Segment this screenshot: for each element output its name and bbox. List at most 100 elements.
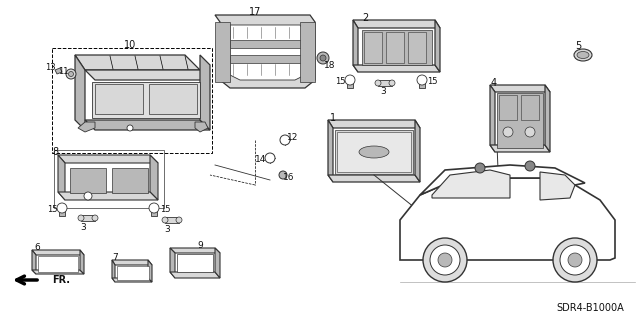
Bar bbox=[386, 32, 404, 63]
Polygon shape bbox=[490, 145, 550, 152]
Polygon shape bbox=[432, 170, 510, 198]
Circle shape bbox=[149, 203, 159, 213]
Polygon shape bbox=[353, 65, 440, 72]
Bar bbox=[364, 32, 382, 63]
Circle shape bbox=[162, 217, 168, 223]
Circle shape bbox=[525, 127, 535, 137]
Circle shape bbox=[553, 238, 597, 282]
Polygon shape bbox=[85, 70, 210, 80]
Polygon shape bbox=[32, 250, 36, 274]
Circle shape bbox=[68, 71, 74, 77]
Bar bbox=[378, 80, 392, 86]
Text: 3: 3 bbox=[164, 225, 170, 234]
Circle shape bbox=[475, 163, 485, 173]
Polygon shape bbox=[435, 20, 440, 72]
Polygon shape bbox=[545, 85, 550, 152]
Circle shape bbox=[430, 245, 460, 275]
Text: 18: 18 bbox=[324, 62, 336, 70]
Circle shape bbox=[279, 171, 287, 179]
Bar bbox=[81, 215, 95, 221]
Polygon shape bbox=[215, 248, 220, 278]
Text: 3: 3 bbox=[380, 87, 386, 97]
Circle shape bbox=[280, 135, 290, 145]
Circle shape bbox=[317, 52, 329, 64]
Polygon shape bbox=[200, 55, 210, 130]
Bar bbox=[54, 150, 164, 208]
Circle shape bbox=[127, 125, 133, 131]
Text: 15: 15 bbox=[47, 205, 57, 214]
Ellipse shape bbox=[577, 51, 589, 58]
Polygon shape bbox=[400, 178, 615, 260]
Circle shape bbox=[265, 153, 275, 163]
Polygon shape bbox=[78, 122, 95, 132]
Circle shape bbox=[503, 127, 513, 137]
Text: 13: 13 bbox=[45, 63, 55, 72]
Polygon shape bbox=[80, 250, 84, 274]
Bar bbox=[52, 48, 212, 153]
Ellipse shape bbox=[359, 146, 389, 158]
Text: 17: 17 bbox=[249, 7, 261, 17]
Polygon shape bbox=[328, 120, 420, 128]
Polygon shape bbox=[112, 260, 115, 282]
Polygon shape bbox=[353, 20, 358, 72]
Polygon shape bbox=[58, 155, 65, 200]
Text: 14: 14 bbox=[255, 155, 267, 165]
Polygon shape bbox=[75, 55, 85, 130]
Text: 15: 15 bbox=[160, 205, 170, 214]
Bar bbox=[95, 84, 143, 114]
Polygon shape bbox=[415, 120, 420, 182]
Bar bbox=[215, 22, 230, 82]
Circle shape bbox=[438, 253, 452, 267]
Polygon shape bbox=[112, 260, 152, 265]
Polygon shape bbox=[170, 272, 220, 278]
Bar bbox=[337, 132, 411, 172]
Circle shape bbox=[417, 75, 427, 85]
Bar bbox=[177, 254, 213, 272]
Bar bbox=[117, 266, 149, 280]
Polygon shape bbox=[55, 68, 62, 74]
Text: 15: 15 bbox=[427, 78, 437, 86]
Circle shape bbox=[176, 217, 182, 223]
Text: 8: 8 bbox=[52, 147, 58, 157]
Circle shape bbox=[389, 80, 395, 86]
Circle shape bbox=[525, 161, 535, 171]
Text: 12: 12 bbox=[287, 133, 299, 143]
Polygon shape bbox=[353, 20, 440, 28]
Circle shape bbox=[423, 238, 467, 282]
Text: 5: 5 bbox=[575, 41, 581, 51]
Bar bbox=[521, 95, 539, 120]
Bar bbox=[149, 84, 197, 114]
Bar bbox=[497, 93, 543, 148]
Polygon shape bbox=[230, 25, 305, 80]
Circle shape bbox=[92, 215, 98, 221]
Polygon shape bbox=[150, 155, 158, 200]
Polygon shape bbox=[490, 85, 550, 92]
Bar bbox=[408, 32, 426, 63]
Polygon shape bbox=[540, 172, 575, 200]
Bar bbox=[112, 168, 148, 193]
Bar bbox=[59, 208, 65, 216]
Circle shape bbox=[560, 245, 590, 275]
Bar bbox=[499, 95, 517, 120]
Polygon shape bbox=[490, 85, 495, 152]
Bar bbox=[300, 22, 315, 82]
Circle shape bbox=[78, 215, 84, 221]
Bar bbox=[70, 168, 106, 193]
Text: 11: 11 bbox=[58, 68, 68, 77]
Polygon shape bbox=[85, 120, 210, 130]
Ellipse shape bbox=[574, 49, 592, 61]
Text: 3: 3 bbox=[80, 222, 86, 232]
Polygon shape bbox=[328, 175, 420, 182]
Bar bbox=[151, 208, 157, 216]
Bar bbox=[165, 217, 179, 223]
Text: 1: 1 bbox=[330, 113, 336, 123]
Text: 2: 2 bbox=[362, 13, 368, 23]
Polygon shape bbox=[170, 248, 220, 253]
Text: FR.: FR. bbox=[52, 275, 70, 285]
Circle shape bbox=[84, 192, 92, 200]
Text: 15: 15 bbox=[335, 78, 345, 86]
Bar bbox=[419, 80, 425, 88]
Circle shape bbox=[66, 69, 76, 79]
Polygon shape bbox=[148, 260, 152, 282]
Text: 16: 16 bbox=[284, 173, 295, 182]
